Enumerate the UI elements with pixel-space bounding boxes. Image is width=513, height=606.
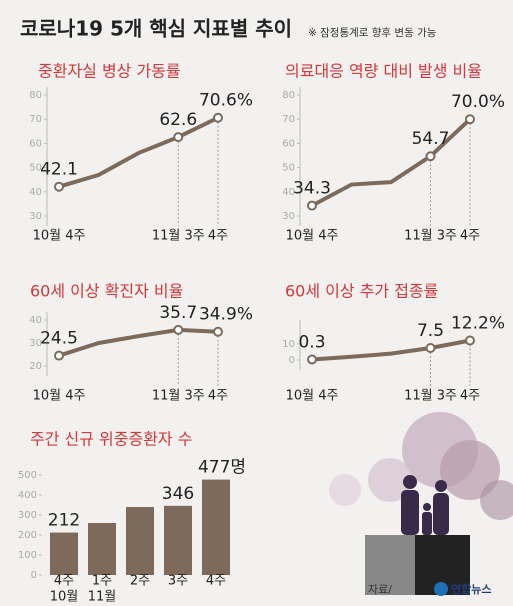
bar xyxy=(50,532,78,575)
note: ※ 잠정통계로 향후 변동 가능 xyxy=(308,27,437,39)
y-tick-label: 80 xyxy=(29,90,42,101)
value-label: 62.6 xyxy=(159,110,197,130)
x-tick-label: 11월 3주 xyxy=(152,389,205,404)
value-label: 34.9% xyxy=(199,305,253,325)
y-tick-label: 40 xyxy=(29,315,42,326)
marker xyxy=(173,132,184,143)
x-tick-label: 11월 3주 xyxy=(404,229,457,244)
y-tick-label: 50 xyxy=(29,163,42,174)
x-tick-label: 10월 4주 xyxy=(33,389,86,404)
x-tick-label: 4주 xyxy=(206,574,226,589)
y-tick-label: 60 xyxy=(29,138,42,149)
x-tick-label: 11월 3주 xyxy=(152,229,205,244)
x-tick-sublabel: 10월 xyxy=(50,590,79,605)
bar xyxy=(202,479,230,575)
bar xyxy=(88,523,116,575)
y-tick-label: 30 xyxy=(29,211,42,222)
y-tick-label: 0 xyxy=(289,355,295,366)
chart-title: 중환자실 병상 가동률 xyxy=(38,62,181,81)
value-label: 212 xyxy=(48,511,80,531)
x-tick-label: 10월 4주 xyxy=(33,229,86,244)
value-label: 34.3 xyxy=(293,179,331,199)
marker xyxy=(465,335,475,346)
value-label: 346 xyxy=(162,484,194,504)
x-tick-label: 4주 xyxy=(54,574,74,589)
y-tick-label: 200 xyxy=(18,530,37,541)
source: 자료/ xyxy=(368,583,392,596)
value-label: 42.1 xyxy=(40,160,78,180)
marker xyxy=(425,151,436,162)
x-tick-label: 4주 xyxy=(208,229,228,244)
marker xyxy=(54,350,64,361)
value-label: 477명 xyxy=(198,458,246,478)
marker xyxy=(465,114,475,125)
marker xyxy=(307,200,317,211)
chart-title: 60세 이상 확진자 비율 xyxy=(30,282,183,301)
y-tick-label: 60 xyxy=(282,138,295,149)
y-tick-label: 20 xyxy=(29,361,42,372)
x-tick-label: 4주 xyxy=(460,229,480,244)
bar xyxy=(164,505,192,575)
marker xyxy=(54,181,64,192)
value-label: 7.5 xyxy=(417,321,444,341)
x-tick-label: 2주 xyxy=(130,574,150,589)
value-label: 70.6% xyxy=(199,91,253,111)
value-label: 0.3 xyxy=(298,333,325,353)
marker xyxy=(213,112,223,123)
y-tick-label: 40 xyxy=(282,187,295,198)
x-tick-label: 11월 3주 xyxy=(404,389,457,404)
y-tick-label: 30 xyxy=(29,338,42,349)
y-tick-label: 0 xyxy=(31,570,37,581)
y-tick-label: 500 xyxy=(18,470,37,481)
value-label: 24.5 xyxy=(40,329,78,349)
y-tick-label: 100 xyxy=(18,550,37,561)
x-tick-label: 10월 4주 xyxy=(286,389,339,404)
line xyxy=(311,117,472,208)
page-title: 코로나19 5개 핵심 지표별 추이 xyxy=(20,17,292,41)
y-tick-label: 40 xyxy=(29,187,42,198)
x-tick-label: 3주 xyxy=(168,574,188,589)
chart-title: 주간 신규 위중증환자 수 xyxy=(30,430,192,449)
y-tick-label: 70 xyxy=(282,114,295,125)
y-tick-label: 400 xyxy=(18,490,37,501)
marker xyxy=(307,354,317,365)
y-tick-label: 80 xyxy=(282,90,295,101)
value-label: 70.0% xyxy=(451,92,505,112)
y-tick-label: 10 xyxy=(282,339,295,350)
x-tick-label: 4주 xyxy=(208,389,228,404)
marker xyxy=(425,343,436,353)
x-tick-sublabel: 11월 xyxy=(88,590,117,605)
y-tick-label: 300 xyxy=(18,510,37,521)
chart-title: 60세 이상 추가 접종률 xyxy=(285,282,438,301)
x-tick-label: 1주 xyxy=(92,574,112,589)
y-tick-label: 70 xyxy=(29,114,42,125)
value-label: 54.7 xyxy=(412,129,450,149)
line xyxy=(58,327,219,358)
y-tick-label: 30 xyxy=(282,211,295,222)
illustration xyxy=(329,412,513,595)
value-label: 35.7 xyxy=(159,303,197,323)
value-label: 12.2% xyxy=(451,313,505,333)
x-tick-label: 10월 4주 xyxy=(286,229,339,244)
logo-icon xyxy=(434,582,448,596)
logo: 연합뉴스 xyxy=(451,582,491,596)
bar xyxy=(126,507,154,575)
x-tick-label: 4주 xyxy=(460,389,480,404)
line xyxy=(311,338,471,362)
marker xyxy=(173,324,184,335)
y-tick-label: 50 xyxy=(282,163,295,174)
line xyxy=(58,115,219,189)
chart-title: 의료대응 역량 대비 발생 비율 xyxy=(285,62,482,81)
marker xyxy=(213,326,223,337)
